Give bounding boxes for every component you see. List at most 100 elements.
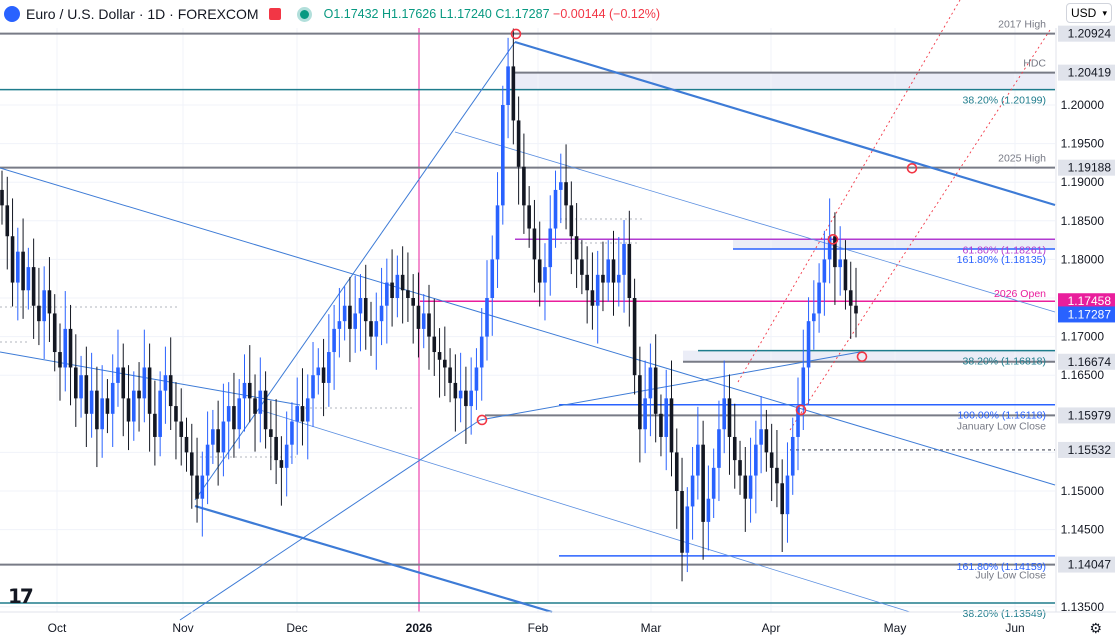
level-price-label: 1.17458 [1068, 294, 1112, 308]
candle-body [179, 421, 184, 437]
candle-body [258, 390, 263, 414]
price-tick-label: 1.18500 [1061, 214, 1105, 228]
level-price-tag [1058, 441, 1115, 458]
close-value: C1.17287 [495, 7, 550, 21]
candle-body [21, 251, 25, 291]
price-tick-label: 1.19000 [1061, 175, 1105, 189]
level-note: 61.80% (1.18261) [963, 244, 1046, 256]
level-note: HDC [1023, 58, 1046, 70]
candle-body [385, 282, 389, 306]
candle-body [511, 66, 516, 121]
candle-body [722, 398, 727, 430]
chart-header: Euro / U.S. Dollar · 1D · FOREXCOM O1.17… [0, 0, 660, 28]
candle-body [522, 166, 526, 206]
candle-body [527, 205, 531, 229]
candle-body [416, 305, 421, 329]
candle-body [163, 375, 168, 391]
price-axis: 1.135001.145001.150001.155001.165001.170… [1055, 25, 1116, 614]
candle-body [369, 321, 373, 337]
euro-flag-icon [4, 6, 20, 22]
candle-body [785, 475, 790, 515]
candle-body [353, 313, 357, 329]
candle-body [131, 390, 136, 422]
candle-body [290, 421, 294, 445]
candle-body [10, 236, 15, 283]
candle-body [674, 452, 679, 491]
candle-body [827, 236, 832, 260]
candle-body [63, 328, 68, 368]
currency-selector[interactable]: USD ▾ [1066, 3, 1112, 23]
gridlines [0, 28, 1055, 612]
candle-body [31, 267, 36, 306]
candle-body [216, 429, 220, 453]
price-tick-label: 1.20000 [1061, 98, 1105, 112]
candle-body [701, 444, 705, 522]
candle-body [590, 290, 595, 306]
price-tick-label: 1.16500 [1061, 368, 1105, 382]
candle-body [643, 398, 647, 430]
candle-body [305, 398, 310, 422]
level-note: 2026 Open [994, 288, 1046, 300]
trendline [737, 0, 961, 383]
candle-body [458, 390, 463, 399]
level-price-tag [1058, 353, 1115, 370]
candle-body [464, 390, 468, 407]
zones [515, 72, 1055, 362]
currency-label: USD [1071, 6, 1097, 20]
candle-body [664, 398, 669, 437]
level-note: 161.80% (1.14159) [957, 561, 1046, 573]
candle-body [558, 182, 563, 190]
candle-body [189, 452, 194, 476]
level-price-label: 1.14047 [1068, 558, 1112, 572]
candle-body [838, 259, 842, 268]
annotation-circle [795, 404, 807, 416]
candle-body [680, 491, 684, 553]
candle-body [79, 375, 83, 399]
annotation-circle [827, 234, 839, 245]
candle-body [601, 274, 605, 283]
candle-body [427, 313, 431, 337]
candle-body [374, 321, 379, 337]
annotation-circles [476, 28, 918, 426]
symbol-title[interactable]: Euro / U.S. Dollar · 1D · FOREXCOM [26, 6, 259, 22]
candle-body [421, 313, 426, 329]
candle-body [564, 182, 568, 206]
trendline [194, 41, 516, 501]
candle-body [253, 398, 257, 414]
price-tick-label: 1.15000 [1061, 484, 1105, 498]
candle-body [432, 336, 437, 353]
candle-body [506, 66, 510, 105]
level-note: January Low Close [957, 420, 1046, 432]
time-tick-label: Nov [172, 621, 193, 635]
candle-body [748, 475, 753, 499]
alert-icon[interactable] [268, 8, 281, 20]
ohlc-values: O1.17432 H1.17626 L1.17240 C1.17287 −0.0… [324, 7, 660, 21]
candle-body [284, 444, 289, 468]
candle-body [543, 267, 547, 283]
candle-body [363, 298, 368, 322]
candle-body [358, 298, 363, 314]
candle-body [638, 375, 642, 430]
candle-body [632, 298, 637, 376]
candle-body [195, 475, 199, 499]
candle-body [595, 274, 600, 306]
level-price-tag [1058, 25, 1115, 42]
candle-body [848, 290, 853, 306]
price-tick-label: 1.17000 [1061, 330, 1105, 344]
candle-body [611, 259, 616, 283]
candle-body [516, 120, 521, 167]
level-note: July Low Close [975, 570, 1046, 582]
gear-icon[interactable]: ⚙ [1089, 620, 1102, 636]
candle-body [395, 274, 400, 298]
time-tick-label: Feb [528, 621, 549, 635]
candle-body [622, 243, 626, 275]
level-price-tag [1058, 64, 1115, 81]
level-price-label: 1.20419 [1068, 66, 1112, 80]
candle-body [806, 321, 811, 368]
candles [0, 28, 858, 582]
candle-body [100, 398, 104, 430]
market-open-icon[interactable] [296, 6, 312, 22]
candle-body [754, 444, 758, 476]
candle-body [205, 444, 210, 476]
